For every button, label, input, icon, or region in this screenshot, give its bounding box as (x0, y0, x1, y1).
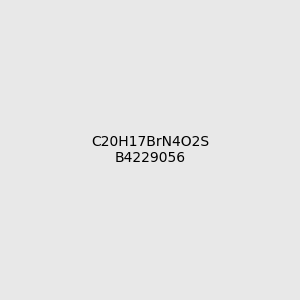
Text: C20H17BrN4O2S
B4229056: C20H17BrN4O2S B4229056 (91, 135, 209, 165)
